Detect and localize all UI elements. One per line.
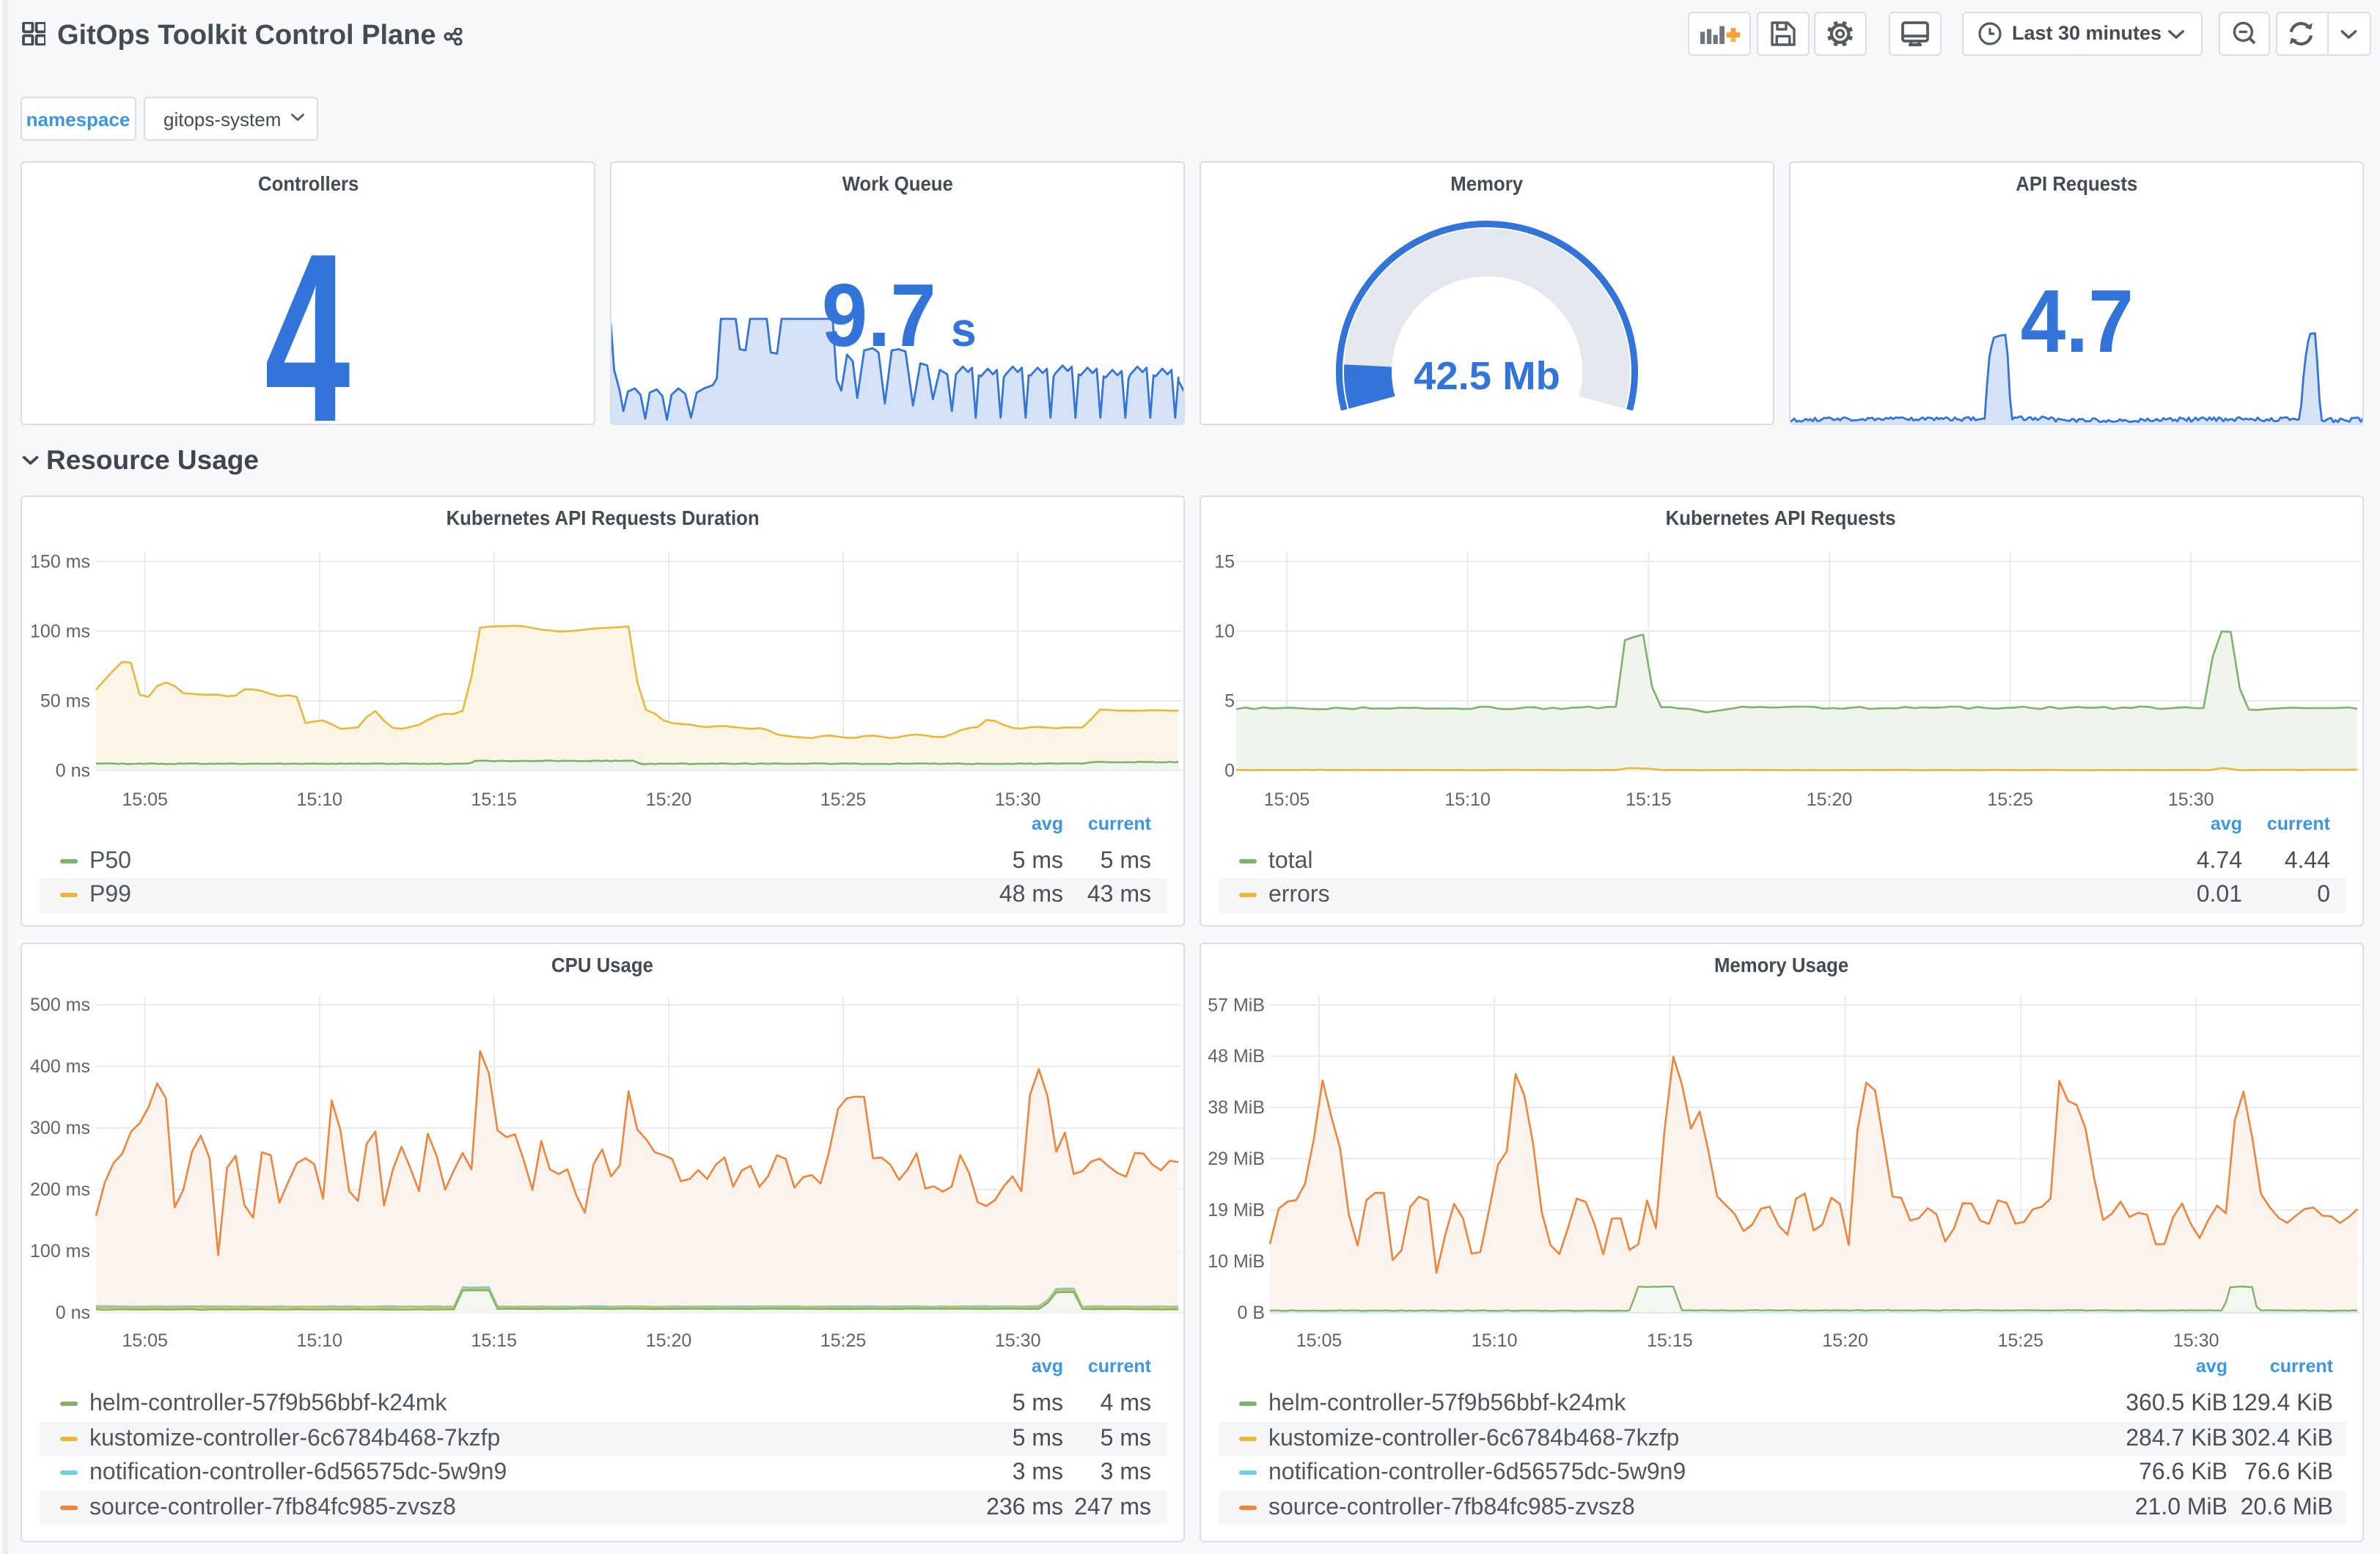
svg-text:15:30: 15:30 xyxy=(2173,1330,2219,1350)
svg-text:57 MiB: 57 MiB xyxy=(1208,994,1265,1014)
svg-text:0 B: 0 B xyxy=(1237,1302,1265,1322)
svg-text:15:25: 15:25 xyxy=(820,1330,867,1350)
svg-text:15:05: 15:05 xyxy=(1264,789,1310,809)
svg-text:15:20: 15:20 xyxy=(646,1330,692,1350)
svg-text:29 MiB: 29 MiB xyxy=(1208,1148,1265,1168)
svg-text:0 ns: 0 ns xyxy=(56,759,90,780)
svg-text:38 MiB: 38 MiB xyxy=(1208,1097,1265,1117)
svg-text:15:10: 15:10 xyxy=(1472,1330,1518,1350)
svg-text:15:25: 15:25 xyxy=(1998,1330,2044,1350)
svg-text:15:10: 15:10 xyxy=(1444,789,1491,809)
svg-text:42.5 Mb: 42.5 Mb xyxy=(1414,354,1560,398)
svg-text:15:20: 15:20 xyxy=(1807,789,1853,809)
svg-text:500 ms: 500 ms xyxy=(30,994,90,1014)
svg-text:15:30: 15:30 xyxy=(995,1330,1041,1350)
svg-text:5: 5 xyxy=(1224,690,1235,710)
svg-text:15:05: 15:05 xyxy=(1296,1330,1343,1350)
svg-text:15:15: 15:15 xyxy=(471,789,518,809)
svg-text:15:25: 15:25 xyxy=(1987,789,2033,809)
svg-text:200 ms: 200 ms xyxy=(30,1179,90,1199)
svg-text:15: 15 xyxy=(1214,550,1235,571)
svg-text:19 MiB: 19 MiB xyxy=(1208,1199,1265,1220)
svg-text:300 ms: 300 ms xyxy=(30,1117,90,1138)
svg-text:15:05: 15:05 xyxy=(122,1330,168,1350)
svg-text:15:20: 15:20 xyxy=(1822,1330,1868,1350)
svg-text:0: 0 xyxy=(1224,759,1235,780)
svg-text:15:20: 15:20 xyxy=(646,789,692,809)
svg-text:10 MiB: 10 MiB xyxy=(1208,1251,1265,1271)
svg-text:10: 10 xyxy=(1214,620,1235,641)
svg-text:400 ms: 400 ms xyxy=(30,1056,90,1076)
svg-text:100 ms: 100 ms xyxy=(30,620,90,641)
svg-text:50 ms: 50 ms xyxy=(40,690,90,710)
svg-text:15:10: 15:10 xyxy=(297,1330,343,1350)
svg-text:48 MiB: 48 MiB xyxy=(1208,1045,1265,1066)
svg-text:150 ms: 150 ms xyxy=(30,550,90,571)
svg-text:15:10: 15:10 xyxy=(297,789,343,809)
svg-text:15:30: 15:30 xyxy=(2168,789,2214,809)
svg-text:100 ms: 100 ms xyxy=(30,1240,90,1261)
svg-text:15:15: 15:15 xyxy=(1626,789,1672,809)
svg-text:15:15: 15:15 xyxy=(1647,1330,1693,1350)
svg-text:0 ns: 0 ns xyxy=(56,1302,90,1322)
svg-text:15:15: 15:15 xyxy=(471,1330,518,1350)
svg-text:15:25: 15:25 xyxy=(820,789,867,809)
svg-text:15:30: 15:30 xyxy=(995,789,1041,809)
svg-text:15:05: 15:05 xyxy=(122,789,168,809)
